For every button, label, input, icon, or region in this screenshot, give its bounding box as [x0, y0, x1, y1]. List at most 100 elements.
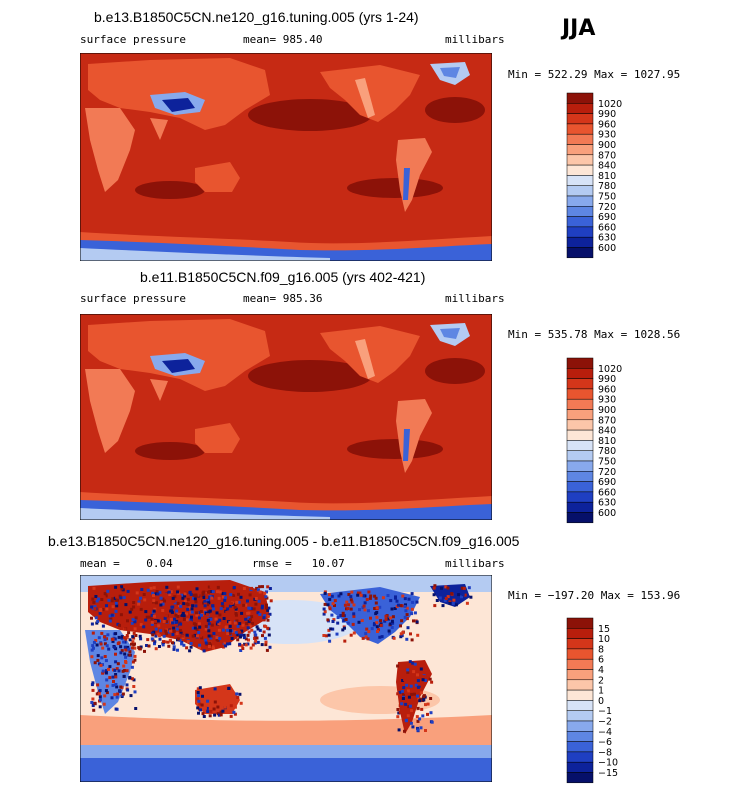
noise-cell [364, 635, 368, 639]
noise-cell [218, 637, 222, 640]
noise-cell [265, 590, 268, 594]
noise-cell [146, 638, 150, 642]
panel-2-variable: surface pressure [80, 292, 186, 305]
noise-cell [377, 628, 380, 632]
noise-cell [146, 588, 150, 592]
noise-cell [435, 599, 439, 602]
noise-cell [405, 617, 409, 621]
noise-cell [416, 706, 420, 710]
noise-cell [422, 675, 426, 679]
noise-cell [198, 625, 202, 629]
noise-cell [422, 694, 426, 698]
noise-cell [322, 607, 326, 611]
noise-cell [176, 601, 180, 605]
season-label: JJA [562, 16, 596, 41]
antarctica-highland [80, 508, 330, 520]
noise-cell [90, 605, 94, 609]
noise-cell [96, 658, 100, 662]
noise-cell [397, 728, 401, 732]
noise-cell [235, 692, 239, 696]
noise-cell [231, 603, 235, 607]
noise-cell [152, 614, 156, 618]
noise-cell [95, 692, 99, 696]
noise-cell [400, 634, 404, 638]
noise-cell [352, 612, 356, 616]
noise-cell [257, 599, 261, 603]
noise-cell [209, 585, 213, 589]
noise-cell [151, 633, 155, 637]
noise-cell [116, 662, 120, 666]
noise-cell [166, 607, 170, 611]
noise-cell [90, 655, 94, 659]
noise-cell [151, 591, 155, 595]
noise-cell [169, 590, 173, 594]
noise-cell [419, 687, 423, 691]
noise-cell [217, 596, 221, 600]
noise-cell [432, 586, 436, 590]
india [150, 379, 168, 401]
noise-cell [185, 618, 189, 622]
noise-cell [91, 631, 95, 635]
noise-cell [176, 648, 179, 652]
noise-cell [195, 611, 199, 615]
noise-cell [204, 624, 208, 628]
noise-cell [206, 699, 210, 703]
colorbar-tick-label: 720 [598, 467, 616, 478]
noise-cell [235, 633, 239, 637]
noise-cell [416, 665, 420, 669]
noise-cell [190, 607, 194, 611]
noise-cell [111, 597, 115, 601]
noise-cell [171, 633, 175, 636]
noise-cell [200, 645, 203, 648]
noise-cell [225, 610, 229, 614]
noise-cell [93, 661, 97, 665]
noise-cell [424, 729, 427, 732]
noise-cell [460, 586, 464, 590]
noise-cell [233, 605, 237, 609]
noise-cell [103, 694, 107, 698]
noise-cell [339, 614, 343, 617]
noise-cell [322, 634, 326, 637]
noise-cell [253, 641, 257, 645]
noise-cell [130, 621, 134, 625]
noise-cell [239, 595, 243, 599]
noise-cell [181, 634, 185, 638]
noise-cell [201, 591, 205, 595]
noise-cell [176, 612, 179, 615]
noise-cell [154, 634, 158, 638]
noise-cell [401, 594, 405, 598]
noise-cell [204, 638, 208, 642]
noise-cell [403, 678, 407, 682]
noise-cell [211, 604, 215, 608]
noise-cell [409, 721, 413, 725]
noise-cell [238, 642, 242, 646]
noise-cell [336, 616, 340, 619]
noise-cell [105, 644, 109, 648]
noise-cell [346, 621, 350, 625]
noise-cell [191, 626, 195, 630]
noise-cell [350, 590, 354, 594]
noise-cell [336, 621, 340, 625]
noise-cell [189, 618, 193, 622]
noise-cell [104, 659, 108, 663]
noise-cell [375, 615, 379, 619]
noise-cell [114, 675, 118, 679]
noise-cell [217, 622, 221, 625]
noise-cell [114, 585, 118, 589]
noise-cell [107, 598, 111, 602]
noise-cell [165, 585, 169, 589]
noise-cell [384, 618, 388, 621]
noise-cell [92, 708, 96, 712]
noise-cell [171, 605, 175, 609]
noise-cell [392, 636, 396, 640]
africa [85, 369, 135, 453]
noise-cell [248, 618, 252, 622]
noise-cell [235, 619, 239, 623]
noise-cell [264, 625, 268, 629]
noise-cell [108, 614, 112, 618]
noise-cell [333, 604, 336, 607]
greenland-core [440, 328, 460, 339]
noise-cell [402, 692, 405, 696]
noise-cell [162, 599, 166, 603]
